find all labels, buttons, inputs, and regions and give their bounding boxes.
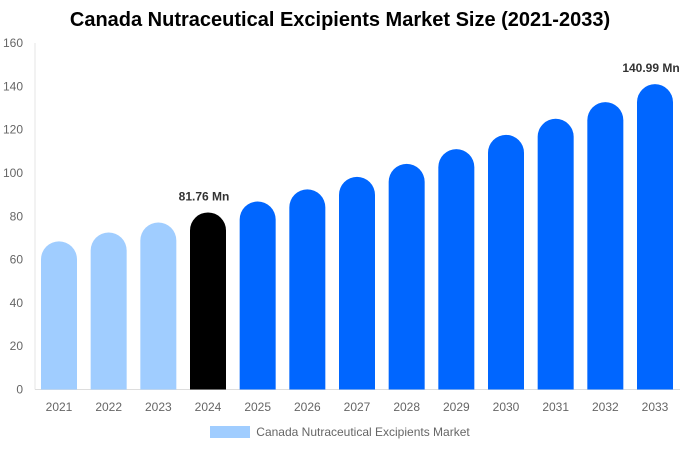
bar-2023 xyxy=(140,222,177,390)
x-tick-label: 2029 xyxy=(443,400,470,414)
bar-2028 xyxy=(388,163,425,390)
x-tick-label: 2031 xyxy=(542,400,569,414)
x-tick-label: 2028 xyxy=(393,400,420,414)
bar-2026 xyxy=(289,189,326,390)
data-label: 140.99 Mn xyxy=(622,61,679,75)
x-tick-label: 2024 xyxy=(195,400,222,414)
y-tick-label: 100 xyxy=(3,166,23,180)
x-tick-label: 2033 xyxy=(642,400,669,414)
y-tick-label: 120 xyxy=(3,123,23,137)
x-tick-label: 2030 xyxy=(493,400,520,414)
bar-2030 xyxy=(488,134,524,390)
y-tick-label: 20 xyxy=(10,339,24,353)
chart-title: Canada Nutraceutical Excipients Market S… xyxy=(69,9,611,31)
x-tick-label: 2032 xyxy=(592,400,619,414)
x-tick-label: 2021 xyxy=(46,400,73,414)
bar-2027 xyxy=(339,176,375,390)
x-tick-label: 2025 xyxy=(244,400,271,414)
bar-2032 xyxy=(587,102,624,390)
legend-swatch xyxy=(210,426,251,438)
x-tick-label: 2026 xyxy=(294,400,321,414)
y-tick-label: 60 xyxy=(10,253,24,267)
x-tick-label: 2027 xyxy=(344,400,371,414)
bar-2031 xyxy=(537,118,574,390)
y-tick-label: 80 xyxy=(10,209,24,223)
x-tick-label: 2022 xyxy=(95,400,122,414)
bar-2022 xyxy=(90,232,127,390)
legend-label: Canada Nutraceutical Excipients Market xyxy=(256,425,470,439)
bar-2025 xyxy=(239,201,276,390)
bar-2033 xyxy=(637,84,673,390)
legend: Canada Nutraceutical Excipients Market xyxy=(0,425,680,439)
x-tick-label: 2023 xyxy=(145,400,172,414)
y-tick-label: 0 xyxy=(16,383,23,397)
y-tick-label: 40 xyxy=(10,296,24,310)
bar-2021 xyxy=(41,241,77,390)
y-tick-label: 160 xyxy=(3,36,23,50)
bar-2029 xyxy=(438,149,475,390)
data-label: 81.76 Mn xyxy=(179,189,230,203)
bar-2024 xyxy=(190,212,226,390)
y-tick-label: 140 xyxy=(3,79,23,93)
